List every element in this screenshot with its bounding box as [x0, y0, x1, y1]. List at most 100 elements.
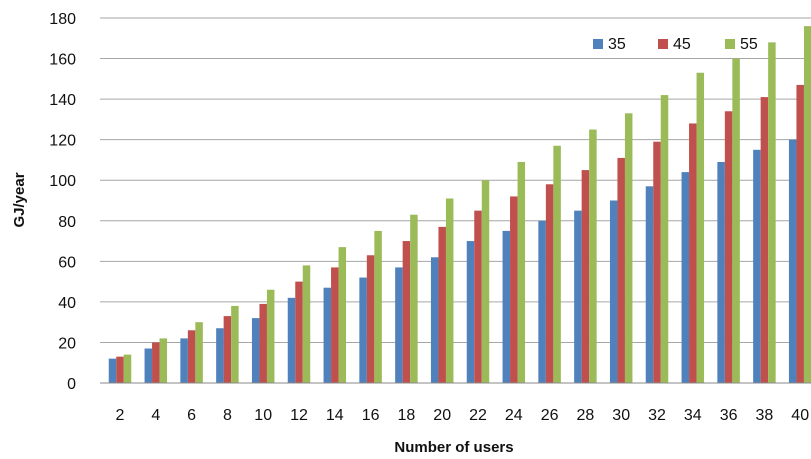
bar-45-24 — [510, 196, 518, 383]
bar-45-32 — [653, 141, 661, 383]
bar-35-26 — [538, 220, 546, 383]
y-tick-label: 80 — [58, 214, 76, 231]
bar-55-28 — [589, 129, 597, 383]
gridlines — [100, 17, 811, 384]
bar-35-12 — [287, 297, 296, 383]
bar-45-6 — [187, 330, 196, 383]
bar-55-36 — [732, 58, 740, 384]
y-axis-ticks: 0 20 40 60 80 100 120 140 160 180 — [49, 11, 76, 393]
x-axis-title: Number of users — [394, 439, 513, 456]
bar-55-32 — [660, 95, 669, 384]
legend-swatch-55 — [725, 39, 735, 49]
x-axis-ticks: 2 4 6 8 10 12 14 16 18 20 22 24 26 28 30 32 34 36 38 40 — [116, 407, 810, 424]
y-tick-label: 180 — [49, 11, 76, 28]
x-tick-label: 24 — [505, 407, 523, 424]
bar-55-8 — [231, 305, 239, 383]
bar-35-28 — [574, 210, 582, 383]
x-tick-label: 10 — [254, 407, 272, 424]
x-tick-label: 36 — [720, 407, 738, 424]
bars — [108, 26, 811, 384]
bar-35-36 — [717, 161, 725, 383]
x-tick-label: 14 — [326, 407, 344, 424]
bar-55-2 — [123, 354, 132, 383]
x-tick-label: 22 — [469, 407, 487, 424]
y-tick-label: 100 — [49, 173, 76, 190]
bar-45-34 — [689, 123, 697, 383]
bar-55-38 — [768, 42, 776, 383]
bar-35-22 — [466, 241, 475, 383]
bar-35-24 — [502, 230, 511, 383]
y-tick-label: 0 — [67, 376, 76, 393]
bar-45-10 — [259, 303, 267, 383]
bar-35-30 — [609, 200, 618, 383]
bar-55-10 — [266, 289, 275, 383]
bar-35-4 — [144, 348, 153, 383]
bar-55-40 — [803, 26, 811, 383]
bar-35-20 — [430, 257, 439, 383]
bar-55-24 — [517, 161, 526, 383]
bar-35-40 — [788, 139, 797, 383]
x-tick-label: 34 — [684, 407, 702, 424]
bar-35-10 — [251, 318, 260, 383]
legend-swatch-45 — [658, 39, 668, 49]
x-tick-label: 6 — [187, 407, 196, 424]
legend-label-55: 55 — [740, 36, 758, 53]
bar-45-14 — [331, 267, 339, 383]
bar-45-22 — [474, 210, 482, 383]
y-tick-label: 140 — [49, 92, 76, 109]
x-tick-label: 20 — [433, 407, 451, 424]
y-tick-label: 20 — [58, 335, 76, 352]
bar-35-6 — [180, 338, 188, 383]
x-tick-label: 38 — [756, 407, 774, 424]
bar-55-16 — [374, 230, 382, 383]
bar-55-14 — [338, 247, 347, 383]
legend-label-45: 45 — [673, 36, 691, 53]
bar-35-8 — [216, 328, 224, 383]
y-tick-label: 120 — [49, 133, 76, 150]
bar-35-38 — [753, 149, 761, 383]
bar-45-2 — [116, 356, 124, 383]
bar-55-4 — [159, 338, 168, 383]
bar-45-26 — [545, 184, 554, 383]
bar-55-20 — [445, 198, 454, 383]
bar-45-36 — [724, 111, 733, 384]
bar-45-8 — [223, 316, 232, 383]
bar-35-2 — [108, 358, 117, 383]
bar-45-18 — [402, 241, 411, 383]
bar-45-40 — [796, 84, 804, 384]
bar-35-32 — [645, 186, 654, 383]
bar-55-6 — [195, 322, 203, 383]
x-tick-label: 26 — [541, 407, 559, 424]
bar-45-4 — [152, 342, 160, 383]
bar-55-34 — [696, 72, 705, 383]
bar-45-12 — [295, 281, 303, 383]
x-tick-label: 30 — [612, 407, 630, 424]
x-tick-label: 32 — [648, 407, 666, 424]
legend: 35 45 55 — [593, 36, 758, 53]
y-tick-label: 160 — [49, 52, 76, 69]
bar-35-16 — [359, 277, 367, 383]
legend-label-35: 35 — [608, 36, 626, 53]
y-axis-title: GJ/year — [11, 172, 28, 227]
bar-35-18 — [395, 267, 403, 383]
bar-45-28 — [581, 170, 590, 383]
x-tick-label: 8 — [223, 407, 232, 424]
bar-55-18 — [410, 214, 418, 383]
x-tick-label: 12 — [290, 407, 308, 424]
bar-45-30 — [617, 157, 625, 383]
y-tick-label: 60 — [58, 254, 76, 271]
bar-55-22 — [481, 180, 490, 383]
x-tick-label: 2 — [116, 407, 125, 424]
x-tick-label: 4 — [151, 407, 160, 424]
y-tick-label: 40 — [58, 295, 76, 312]
bar-55-30 — [624, 113, 633, 384]
bar-35-14 — [323, 287, 332, 383]
bar-45-16 — [366, 255, 375, 383]
bar-35-34 — [681, 172, 690, 383]
bar-55-26 — [553, 145, 561, 383]
x-tick-label: 18 — [398, 407, 416, 424]
x-tick-label: 16 — [362, 407, 380, 424]
x-tick-label: 40 — [791, 407, 809, 424]
bar-45-20 — [438, 226, 446, 383]
bar-45-38 — [760, 97, 769, 383]
